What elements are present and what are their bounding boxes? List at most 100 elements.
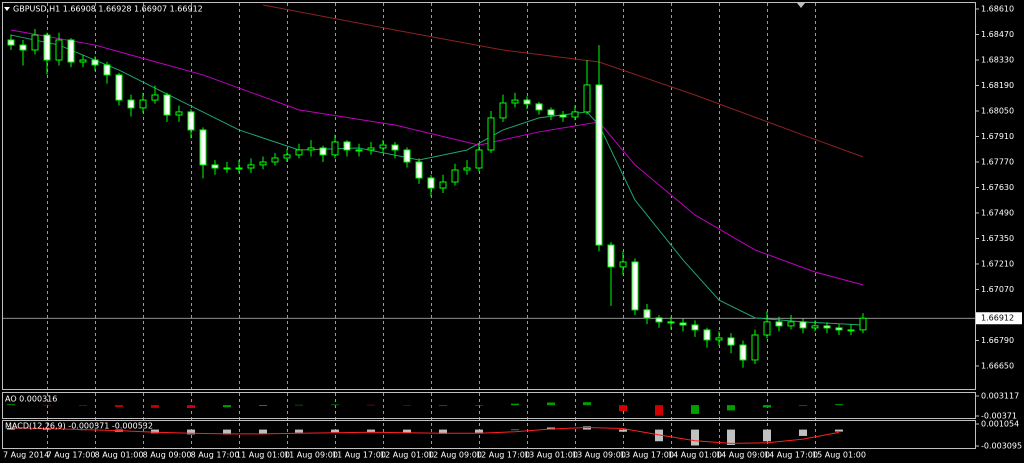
macd-bar xyxy=(151,429,159,434)
macd-bar xyxy=(655,429,663,442)
candle-body xyxy=(787,321,795,327)
candle-body xyxy=(607,244,615,268)
x-tick-label: 7 Aug 2014 xyxy=(3,451,49,460)
candle-body xyxy=(451,169,459,183)
candle-body xyxy=(31,34,39,51)
ao-bar xyxy=(763,405,771,408)
candle-body xyxy=(343,141,351,151)
candle-body xyxy=(139,99,147,109)
candle-body xyxy=(799,321,807,329)
macd-bar xyxy=(727,429,735,445)
y-tick-label: 1.68330 xyxy=(981,56,1014,65)
macd-bar xyxy=(583,426,591,430)
candle-body xyxy=(751,334,759,361)
candle-body xyxy=(295,149,303,156)
candle-body xyxy=(19,44,27,51)
ao-bar xyxy=(367,404,375,406)
candle-body xyxy=(283,154,291,159)
x-tick-label: 14 Aug 01:00 xyxy=(668,451,722,460)
last-price-box xyxy=(976,312,1022,325)
candle-body xyxy=(535,103,543,111)
macd-bar xyxy=(259,429,267,434)
ao-bar xyxy=(331,404,339,406)
x-tick-label: 12 Aug 01:00 xyxy=(380,451,434,460)
main-frame xyxy=(2,2,976,390)
y-tick-label: 1.68470 xyxy=(981,30,1014,39)
candle-body xyxy=(475,149,483,169)
macd-bar xyxy=(511,429,519,431)
y-tick-label: 1.67630 xyxy=(981,183,1014,192)
candle-body xyxy=(307,147,315,151)
macd-title: MACD(12,26,9) -0.000371 -0.000532 xyxy=(5,422,153,431)
last-price-label: 1.66912 xyxy=(981,314,1014,323)
macd-bar xyxy=(439,429,447,434)
ao-bar xyxy=(691,405,699,414)
candle-body xyxy=(631,261,639,311)
candle-body xyxy=(331,141,339,156)
candle-body xyxy=(523,99,531,105)
candle-body xyxy=(223,167,231,170)
candle-body xyxy=(103,64,111,76)
macd-bar xyxy=(619,429,627,432)
candle-body xyxy=(583,84,591,113)
ao-bar xyxy=(799,405,807,406)
candle-body xyxy=(151,94,159,101)
y-tick-label: 1.68050 xyxy=(981,106,1014,115)
x-tick-label: 13 Aug 09:00 xyxy=(572,451,626,460)
ao-title: AO 0.000316 xyxy=(5,395,57,404)
y-tick-label: 1.66650 xyxy=(981,361,1014,370)
y-tick-label: 1.67770 xyxy=(981,157,1014,166)
candle-body xyxy=(55,39,63,61)
macd-bar xyxy=(367,429,375,433)
candle-body xyxy=(835,327,843,331)
menu-arrow xyxy=(4,7,10,11)
x-tick-label: 14 Aug 09:00 xyxy=(716,451,770,460)
ao-bar xyxy=(619,405,627,411)
candle-body xyxy=(367,147,375,151)
candle-body xyxy=(235,167,243,170)
ao-bar xyxy=(187,405,195,409)
candle-body xyxy=(427,177,435,189)
candle-body xyxy=(271,157,279,163)
macd-bar xyxy=(475,429,483,433)
x-tick-label: 11 Aug 17:00 xyxy=(332,451,386,460)
y-tick-label: 0.003117 xyxy=(981,392,1019,401)
macd-bar xyxy=(763,429,771,442)
candle-body xyxy=(379,144,387,149)
candle-body xyxy=(127,99,135,109)
candle-body xyxy=(79,59,87,63)
candle-body xyxy=(811,325,819,329)
candle-body xyxy=(499,102,507,119)
candle-body xyxy=(319,147,327,156)
candle-body xyxy=(619,261,627,268)
y-tick-label: 1.67910 xyxy=(981,132,1014,141)
candle-body xyxy=(7,39,15,46)
candle-body xyxy=(67,39,75,63)
y-tick-label: -0.00371 xyxy=(981,412,1017,421)
ao-bar xyxy=(259,405,267,407)
candle-body xyxy=(679,322,687,326)
candle-body xyxy=(595,84,603,246)
macd-bar xyxy=(799,429,807,436)
macd-bar xyxy=(295,429,303,433)
moving-average xyxy=(10,29,864,286)
x-tick-label: 8 Aug 01:00 xyxy=(95,451,144,460)
ao-bar xyxy=(295,404,303,406)
macd-bar xyxy=(7,427,15,430)
candle-body xyxy=(643,309,651,319)
y-tick-label: 1.67210 xyxy=(981,259,1014,268)
candle-body xyxy=(847,329,855,332)
macd-frame xyxy=(2,420,976,449)
x-tick-label: 11 Aug 01:00 xyxy=(236,451,290,460)
y-tick-label: -0.003095 xyxy=(981,442,1022,451)
candle-body xyxy=(391,144,399,151)
ao-bar xyxy=(43,404,51,406)
candle-body xyxy=(487,117,495,151)
x-tick-label: 8 Aug 09:00 xyxy=(143,451,192,460)
candle-body xyxy=(739,344,747,361)
macd-bar xyxy=(43,428,51,430)
ao-bar xyxy=(151,405,159,408)
chart-title: GBPUSD,H1 1.66908 1.66928 1.66907 1.6691… xyxy=(13,5,203,14)
